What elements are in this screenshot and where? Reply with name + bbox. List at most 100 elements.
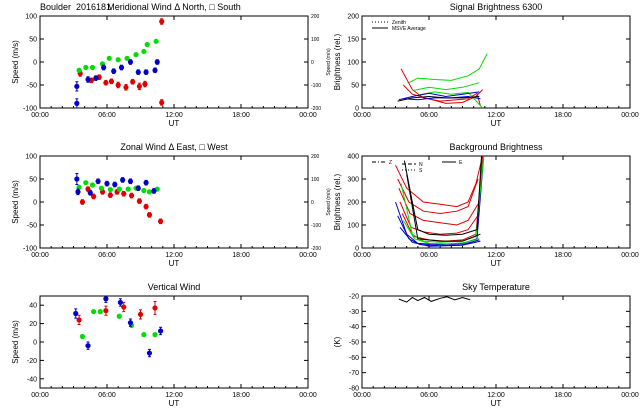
zonal-point-red <box>107 192 113 198</box>
zonal-xtick-label: 18:00 <box>232 252 250 259</box>
skytemp-xlabel: UT <box>491 399 502 408</box>
vertical-ylabel: Speed (m/s) <box>11 320 20 364</box>
background-xtick-label: 18:00 <box>554 252 572 259</box>
meridional-point-green <box>106 55 112 61</box>
meridional-point-red <box>130 79 136 85</box>
meridional-point-blue <box>152 67 158 73</box>
background-series-line-8 <box>400 156 485 243</box>
zonal-xtick-label: 06:00 <box>98 252 116 259</box>
meridional-point-blue <box>118 64 125 71</box>
vertical-point-red <box>121 304 127 310</box>
zonal-point-blue <box>74 176 80 182</box>
signal-xtick-label: 00:00 <box>621 112 639 119</box>
signal-ytick-label: 0 <box>355 106 359 113</box>
meridional-point-blue <box>135 69 141 75</box>
zonal-point-green <box>83 180 89 186</box>
vertical-point-green <box>79 333 86 340</box>
skytemp-xtick-label: 18:00 <box>554 392 572 399</box>
skytemp-ylabel: (K) <box>333 336 342 347</box>
signal-ytick-label: 150 <box>347 37 359 44</box>
background-series-line-6 <box>397 215 480 247</box>
meridional-ytick-label: 0 <box>33 60 37 67</box>
meridional-point-green <box>83 64 89 71</box>
vertical-point-red <box>103 308 109 314</box>
zonal-y2tick-label: -200 <box>311 246 321 252</box>
meridional-y2tick-label: -200 <box>311 106 321 112</box>
zonal-point-red <box>158 218 164 224</box>
meridional-xtick-label: 18:00 <box>232 112 250 119</box>
zonal-xtick-label: 12:00 <box>165 252 183 259</box>
signal-ytick-label: 100 <box>347 60 359 67</box>
skytemp-xtick-label: 00:00 <box>621 392 639 399</box>
meridional-point-red <box>108 78 115 84</box>
vertical-xtick-label: 00:00 <box>31 392 49 399</box>
signal-legend-label: MSVE Average <box>392 26 426 32</box>
signal-title: Signal Brightness 6300 <box>450 2 543 12</box>
signal-xtick-label: 06:00 <box>420 112 438 119</box>
background-series-line-9 <box>402 220 480 245</box>
meridional-xlabel: UT <box>169 119 180 128</box>
background-ytick-label: 0 <box>355 246 359 253</box>
meridional-point-blue <box>154 59 160 65</box>
skytemp-xtick-label: 00:00 <box>353 392 371 399</box>
zonal-point-blue <box>104 181 110 187</box>
meridional-point-green <box>133 52 139 58</box>
background-series-line-7 <box>399 226 481 247</box>
vertical-point-red <box>152 305 158 311</box>
signal-series-line-3 <box>413 82 480 91</box>
skytemp-ytick-label: -30 <box>349 309 359 316</box>
zonal-point-green <box>141 187 147 194</box>
vertical-xlabel: UT <box>169 399 180 408</box>
meridional-title: Meridional Wind Δ North, □ South <box>107 2 241 12</box>
signal-xtick-label: 18:00 <box>554 112 572 119</box>
zonal-point-green <box>146 189 153 195</box>
zonal-xlabel: UT <box>169 259 180 268</box>
zonal-point-green <box>98 185 105 191</box>
skytemp-frame <box>361 295 631 389</box>
vertical-frame <box>39 295 309 389</box>
skytemp-ytick-label: -50 <box>349 340 359 347</box>
zonal-point-blue <box>151 188 157 194</box>
skytemp-xtick-label: 12:00 <box>487 392 505 399</box>
skytemp-ytick-label: -60 <box>349 355 359 362</box>
signal-ylabel: Brightness (rel.) <box>333 33 342 90</box>
vertical-point-green <box>141 332 147 338</box>
background-xtick-label: 00:00 <box>621 252 639 259</box>
zonal-point-red <box>91 193 97 200</box>
zonal-point-blue <box>95 178 101 184</box>
zonal-ytick-label: -50 <box>27 223 37 230</box>
signal-marks <box>397 53 488 108</box>
meridional-point-red <box>159 18 165 25</box>
zonal-point-red <box>146 212 153 218</box>
vertical-xtick-label: 00:00 <box>299 392 317 399</box>
meridional-frame <box>39 15 309 109</box>
zonal-y2tick-label: -100 <box>311 223 321 229</box>
background-xtick-label: 00:00 <box>353 252 371 259</box>
meridional-point-blue <box>111 68 117 74</box>
zonal-point-blue <box>127 178 134 184</box>
vertical-point-blue <box>73 310 79 317</box>
meridional-point-blue <box>127 59 134 65</box>
zonal-ytick-label: 50 <box>29 177 37 184</box>
meridional-point-blue <box>85 76 91 83</box>
vertical-xtick-label: 18:00 <box>232 392 250 399</box>
skytemp-marks <box>398 296 471 303</box>
vertical-ytick-label: 20 <box>29 321 37 328</box>
zonal-marks <box>74 172 164 225</box>
meridional-point-green <box>76 67 82 73</box>
signal-legend-label: Zenith <box>392 20 406 26</box>
meridional-point-red <box>115 82 121 88</box>
zonal-ytick-label: 0 <box>33 200 37 207</box>
background-marks <box>395 156 485 247</box>
background-ytick-label: 100 <box>347 223 359 230</box>
zonal-y2label: Speed (m/s) <box>326 188 332 216</box>
zonal-y2tick-label: 100 <box>311 177 320 183</box>
zonal-title: Zonal Wind Δ East, □ West <box>120 142 228 152</box>
meridional-point-green <box>153 38 159 44</box>
signal-ytick-label: 50 <box>351 83 359 90</box>
zonal-point-green <box>76 184 82 190</box>
vertical-point-blue <box>146 350 153 356</box>
meridional-xtick-label: 00:00 <box>31 112 49 119</box>
skytemp-xtick-label: 06:00 <box>420 392 438 399</box>
meridional-point-green <box>115 57 121 63</box>
